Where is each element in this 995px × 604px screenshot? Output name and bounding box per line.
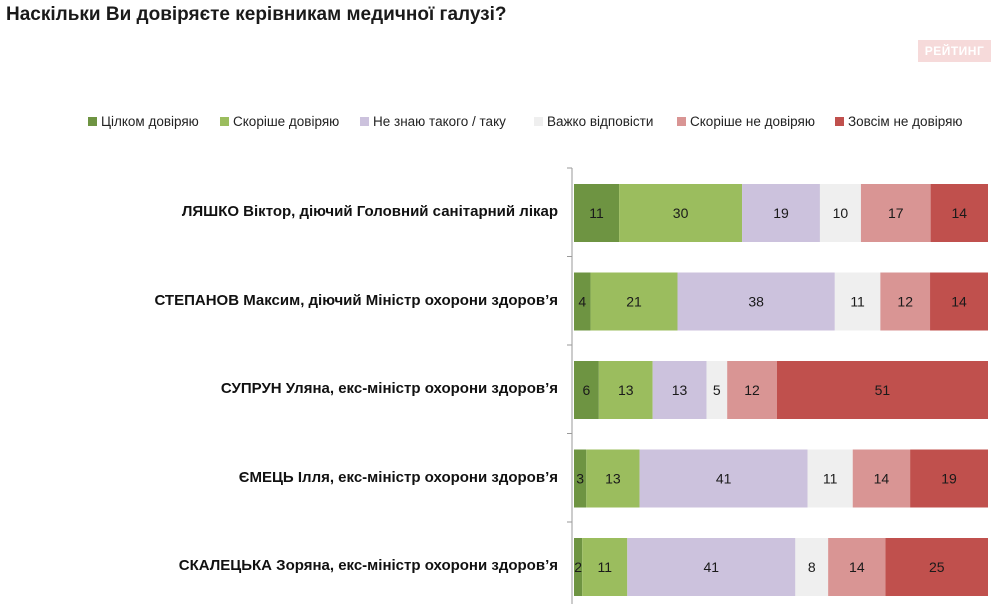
legend-swatch: [534, 117, 543, 126]
data-label: 13: [672, 382, 688, 398]
legend-item: Скоріше не довіряю: [677, 114, 815, 129]
bar-segment: [582, 538, 628, 596]
legend-label: Не знаю такого / таку: [373, 114, 506, 129]
legend-swatch: [220, 117, 229, 126]
data-label: 12: [744, 382, 760, 398]
data-label: 51: [875, 382, 891, 398]
bar-segment: [677, 272, 835, 331]
legend-swatch: [360, 117, 369, 126]
legend-label: Скоріше не довіряю: [690, 114, 815, 129]
data-label: 8: [808, 559, 816, 575]
data-label: 19: [941, 471, 957, 487]
legend-item: Важко відповісти: [534, 114, 653, 129]
legend-item: Зовсім не довіряю: [835, 114, 963, 129]
legend-item: Цілком довіряю: [88, 114, 199, 129]
data-label: 12: [897, 294, 913, 310]
data-label: 17: [888, 205, 904, 221]
bar-segment: [727, 361, 777, 419]
bar-segment: [574, 361, 599, 419]
data-label: 14: [849, 559, 865, 575]
bar-segment: [639, 449, 808, 508]
data-label: 3: [576, 471, 584, 487]
bar-segment: [598, 361, 653, 419]
bar-segment: [652, 361, 707, 419]
bar-segment: [574, 184, 620, 242]
legend-swatch: [677, 117, 686, 126]
bar-segment: [852, 449, 911, 508]
data-label: 4: [578, 294, 586, 310]
category-label: ЛЯШКО Віктор, діючий Головний санітарний…: [181, 203, 558, 220]
bar-segment: [860, 184, 931, 242]
data-label: 21: [626, 294, 642, 310]
bar-segment: [930, 184, 988, 242]
legend-label: Цілком довіряю: [101, 114, 199, 129]
bar-segment: [795, 538, 829, 596]
data-label: 11: [850, 294, 865, 310]
legend-item: Не знаю такого / таку: [360, 114, 506, 129]
bar-segment: [627, 538, 796, 596]
legend-swatch: [835, 117, 844, 126]
bar-segment: [807, 449, 853, 508]
bar-segment: [819, 184, 861, 242]
bar-segment: [742, 184, 820, 242]
data-label: 10: [833, 205, 849, 221]
bar-segment: [776, 361, 988, 419]
data-label: 41: [704, 559, 720, 575]
chart-title: Наскільки Ви довіряєте керівникам медичн…: [6, 4, 507, 25]
data-label: 11: [597, 559, 612, 575]
data-label: 38: [748, 294, 764, 310]
legend-label: Важко відповісти: [547, 114, 654, 129]
data-label: 19: [773, 205, 789, 221]
data-label: 11: [823, 471, 838, 487]
bar-segment: [910, 449, 988, 508]
data-label: 14: [951, 294, 967, 310]
data-label: 6: [583, 382, 591, 398]
category-label: ЄМЕЦЬ Ілля, екс-міністр охорони здоров’я: [238, 468, 558, 486]
data-label: 14: [952, 205, 968, 221]
bar-segment: [574, 449, 587, 508]
data-label: 13: [618, 382, 634, 398]
bar-segment: [834, 272, 881, 331]
data-label: 5: [713, 382, 721, 398]
bar-segment: [828, 538, 886, 596]
category-label: СУПРУН Уляна, екс-міністр охорони здоров…: [220, 380, 558, 397]
legend-label: Зовсім не довіряю: [848, 114, 963, 129]
bar-segment: [706, 361, 728, 419]
bar-segment: [574, 272, 591, 331]
bar-segment: [590, 272, 678, 331]
category-label: СКАЛЕЦЬКА Зоряна, екс-міністр охорони зд…: [178, 557, 558, 574]
data-label: 14: [874, 471, 890, 487]
bar-segment: [930, 272, 988, 331]
data-label: 30: [673, 205, 689, 221]
bar-segment: [586, 449, 640, 508]
bar-segment: [885, 538, 988, 596]
brand-logo: РЕЙТИНГ: [918, 40, 991, 62]
bar-segment: [880, 272, 931, 331]
bar-segment: [574, 538, 583, 596]
data-label: 41: [716, 471, 732, 487]
legend-item: Скоріше довіряю: [220, 114, 339, 129]
legend-label: Скоріше довіряю: [233, 114, 340, 129]
bar-segment: [619, 184, 743, 242]
legend-swatch: [88, 117, 97, 126]
data-label: 25: [929, 559, 945, 575]
data-label: 13: [605, 471, 621, 487]
data-label: 2: [574, 559, 582, 575]
data-label: 11: [589, 205, 604, 221]
category-label: СТЕПАНОВ Максим, діючий Міністр охорони …: [154, 291, 558, 309]
